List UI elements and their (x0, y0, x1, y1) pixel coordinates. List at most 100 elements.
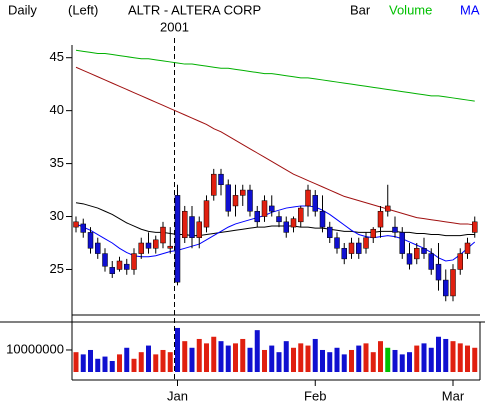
candle-body (254, 210, 260, 223)
chart-title: ALTR - ALTERA CORP (128, 2, 261, 17)
candle-body (370, 228, 376, 238)
candle-body (385, 205, 391, 212)
volume-bar (247, 347, 253, 372)
volume-bar (298, 343, 304, 372)
volume-bar (211, 336, 217, 372)
candle-body (312, 195, 318, 212)
volume-bar (146, 345, 151, 372)
candle-body (276, 216, 282, 223)
volume-bar (254, 330, 260, 372)
volume-bar (385, 347, 391, 372)
volume-bar (138, 352, 144, 372)
candle-body (211, 173, 217, 196)
candle-body (435, 263, 442, 281)
candle-body (174, 195, 181, 283)
volume-bar (399, 354, 405, 372)
candle-body (363, 237, 369, 249)
candle-body (450, 269, 456, 297)
legend-label: Volume (389, 2, 432, 17)
candle-body (138, 242, 144, 254)
candle-body (472, 221, 478, 233)
volume-bar (240, 338, 246, 372)
volume-bar (320, 349, 325, 372)
volume-bar (233, 343, 238, 372)
candle-body (167, 245, 173, 249)
candle-body (87, 232, 94, 249)
volume-bar (276, 352, 282, 372)
legend-label: Bar (350, 2, 371, 17)
volume-bar (472, 347, 478, 372)
volume-bar (334, 347, 340, 372)
legend-label: MA (460, 2, 480, 17)
candle-body (124, 263, 130, 270)
candle-body (153, 239, 159, 249)
volume-bar (414, 345, 420, 372)
volume-bar (349, 349, 354, 372)
volume-bar (457, 343, 463, 372)
moving-average (75, 205, 476, 262)
volume-bar (262, 349, 267, 372)
volume-bar (283, 341, 289, 372)
volume-bar (305, 345, 311, 372)
volume-bar (167, 352, 173, 372)
year-label: 2001 (160, 19, 189, 34)
volume-bar (218, 341, 224, 372)
volume-bar (124, 347, 130, 372)
volume-bar (80, 354, 86, 372)
volume-bar (443, 338, 449, 372)
volume-bar (465, 345, 470, 372)
candle-body (240, 189, 246, 196)
volume-bar (370, 352, 376, 372)
volume-bar (363, 343, 369, 372)
volume-bar (95, 358, 101, 372)
candle-body (377, 210, 384, 228)
volume-bar (109, 360, 115, 372)
candle-body (348, 242, 355, 254)
candle-body (283, 221, 289, 233)
volume-bar (341, 354, 347, 372)
candle-body (145, 242, 152, 249)
moving-average (75, 202, 475, 237)
candle-body (319, 210, 326, 228)
volume-bar (225, 345, 231, 372)
volume-bar (117, 354, 122, 372)
volume-bar (291, 347, 296, 372)
x-tick-label: Mar (442, 388, 465, 403)
candle-body (269, 205, 275, 212)
volume-bar (407, 352, 412, 372)
candle-body (457, 253, 463, 270)
volume-bar (160, 349, 166, 372)
candle-body (421, 248, 427, 254)
y-tick-label: 25 (50, 261, 64, 276)
volume-bar (312, 338, 318, 372)
candle-body (218, 173, 224, 186)
volume-bar (175, 327, 180, 372)
volume-bar (327, 352, 333, 372)
candle-body (95, 242, 101, 254)
y-tick-label: 30 (50, 208, 64, 223)
volume-bar (204, 343, 209, 372)
candle-body (247, 189, 253, 212)
volume-bar (196, 338, 202, 372)
candle-body (102, 253, 108, 267)
volume-bar (378, 341, 383, 372)
candle-body (414, 248, 420, 260)
volume-bar (428, 347, 434, 372)
candle-body (203, 200, 210, 228)
volume-bar (392, 349, 398, 372)
candle-body (327, 226, 333, 238)
candle-body (160, 226, 166, 244)
volume-bar (356, 345, 362, 372)
scale-label: (Left) (68, 2, 98, 17)
moving-average (75, 49, 475, 102)
y-tick-label: 45 (50, 49, 64, 64)
candle-body (73, 221, 79, 228)
volume-bar (450, 341, 456, 372)
candle-body (392, 226, 398, 233)
volume-tick-label: 10000000 (6, 341, 64, 356)
candle-body (399, 232, 405, 254)
candle-body (189, 216, 195, 238)
volume-bar (88, 349, 93, 372)
x-tick-label: Feb (304, 388, 326, 403)
